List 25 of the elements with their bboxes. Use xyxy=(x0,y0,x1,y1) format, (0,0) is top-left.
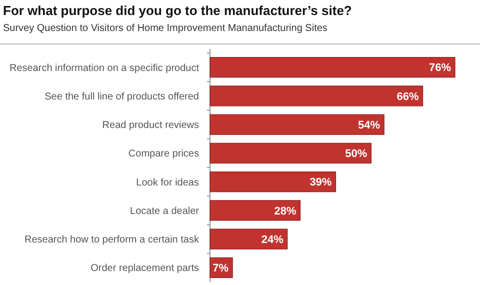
data-label: 7% xyxy=(212,262,229,275)
bar xyxy=(210,86,424,106)
y-tick-label: Research how to perform a certain task xyxy=(24,234,200,246)
y-tick-label: Read product reviews xyxy=(102,120,199,132)
bar xyxy=(210,142,372,164)
y-tick-label: Order replacement parts xyxy=(90,263,199,274)
bar xyxy=(210,56,456,78)
chart-subtitle: Survey Question to Visitors of Home Improvement Mananufacturing Sites xyxy=(3,23,328,34)
y-tick-label: Compare prices xyxy=(128,148,199,160)
data-label: 39% xyxy=(310,176,332,189)
y-tick-label: Research information on a specific product xyxy=(9,62,200,74)
bar xyxy=(210,228,288,250)
data-label: 76% xyxy=(428,62,452,74)
chart-title: For what purpose did you go to the manufacturer’s site? xyxy=(3,3,352,18)
y-tick-label: Look for ideas xyxy=(136,177,199,188)
data-label: 54% xyxy=(358,119,380,132)
bar xyxy=(210,114,384,135)
y-tick-label: Locate a dealer xyxy=(130,206,200,217)
y-tick-label: See the full line of products offered xyxy=(44,91,199,102)
data-label: 28% xyxy=(274,205,296,218)
data-label: 50% xyxy=(345,148,368,160)
data-label: 66% xyxy=(396,90,419,103)
data-label: 24% xyxy=(261,234,284,246)
bar xyxy=(210,200,301,221)
bar xyxy=(210,171,336,192)
